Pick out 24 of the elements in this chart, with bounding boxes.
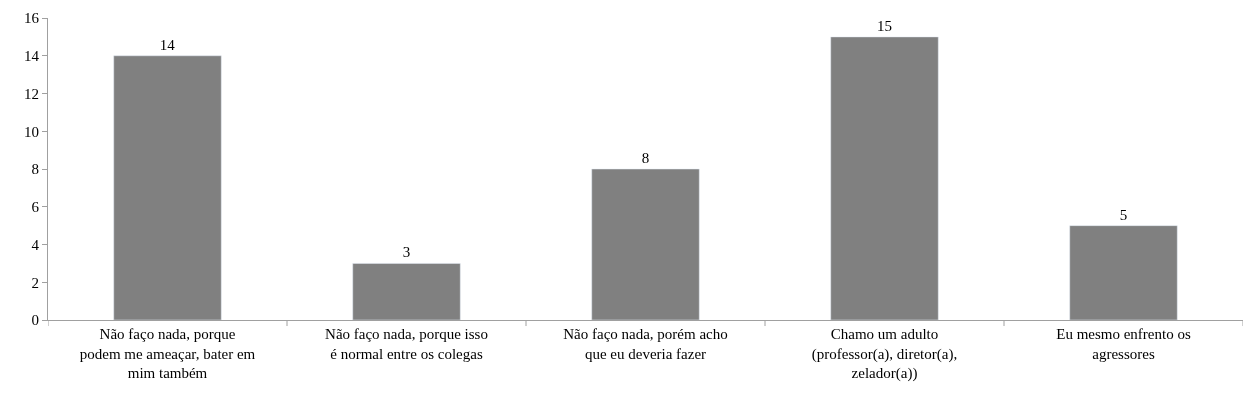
x-tick-label: Não faço nada, porque isso é normal entre os colegas xyxy=(325,326,488,362)
y-tick-label: 10 xyxy=(24,123,39,140)
y-tick-label: 16 xyxy=(24,10,40,27)
y-tick-label: 0 xyxy=(31,312,39,329)
x-tick-label: Não faço nada, porém acho que eu deveria fazer xyxy=(563,326,728,362)
x-tick-label: Eu mesmo enfrento os agressores xyxy=(1056,326,1191,362)
data-label: 8 xyxy=(641,150,650,166)
y-tick-label: 14 xyxy=(24,48,40,64)
bar xyxy=(113,55,222,320)
y-tick-label: 4 xyxy=(31,236,40,253)
y-tick-label: 2 xyxy=(31,274,39,291)
data-label: 5 xyxy=(1119,206,1128,223)
x-tick-label: Chamo um adulto (professor(a), diretor(a), zelador(a)) xyxy=(811,326,958,382)
y-tick-label: 8 xyxy=(31,161,39,178)
bar xyxy=(352,263,461,320)
data-label: 15 xyxy=(877,17,893,34)
data-label: 3 xyxy=(402,244,411,261)
x-tick-label: Não faço nada, porque podem me ameaçar, bater em mim também xyxy=(79,326,256,381)
data-label: 14 xyxy=(159,36,176,53)
y-tick-label: 12 xyxy=(24,85,39,102)
bar xyxy=(830,36,939,320)
bar xyxy=(1069,225,1178,320)
bar xyxy=(591,168,700,320)
y-tick-label: 6 xyxy=(31,199,40,215)
